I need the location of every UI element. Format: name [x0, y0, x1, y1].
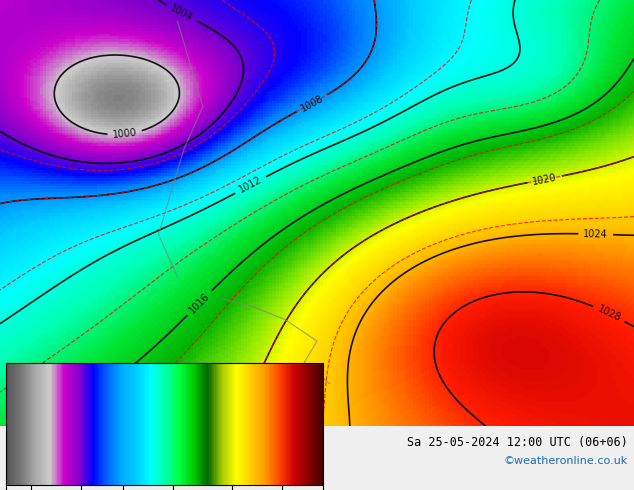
Text: 1028: 1028 — [596, 304, 623, 323]
Text: SLP/Temp. 850 hPa [hPa] ECMWF: SLP/Temp. 850 hPa [hPa] ECMWF — [6, 436, 213, 449]
Text: 1024: 1024 — [583, 229, 608, 240]
Text: 1020: 1020 — [532, 172, 558, 187]
Text: ©weatheronline.co.uk: ©weatheronline.co.uk — [503, 456, 628, 466]
Text: 1008: 1008 — [299, 93, 325, 114]
Text: Sa 25-05-2024 12:00 UTC (06+06): Sa 25-05-2024 12:00 UTC (06+06) — [407, 436, 628, 449]
Text: 1016: 1016 — [187, 291, 212, 315]
Text: 1000: 1000 — [112, 128, 138, 140]
Text: 1012: 1012 — [237, 175, 264, 195]
Text: 1004: 1004 — [169, 3, 195, 23]
